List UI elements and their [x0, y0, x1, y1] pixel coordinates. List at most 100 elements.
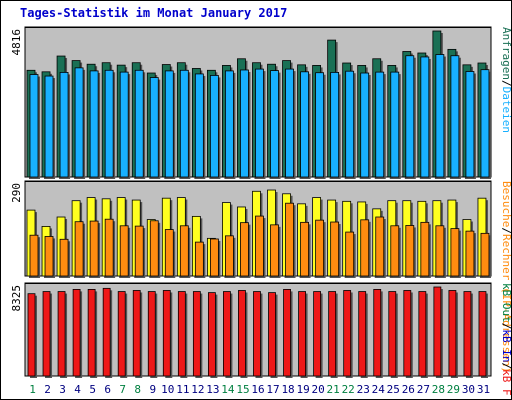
visits-bar-besuche-29: [450, 228, 461, 278]
traffic-side-legend: kB Out/kB In/kB F: [500, 283, 512, 396]
requests-bar-dateien-6: [104, 69, 116, 179]
requests-bar-dateien-9: [149, 77, 161, 179]
x-tick-label-9: 9: [149, 383, 156, 396]
x-tick-label-29: 29: [447, 383, 460, 396]
x-tick-label-10: 10: [161, 383, 174, 396]
x-tick-label-30: 30: [462, 383, 475, 396]
traffic-bar-kb-12: [192, 291, 203, 378]
traffic-bar-kb-24: [373, 289, 383, 378]
traffic-bar-kb-19: [298, 291, 308, 378]
chart-title: Tages-Statistik im Monat January 2017: [20, 6, 288, 20]
traffic-bar-kb-11: [177, 291, 188, 378]
requests-bar-dateien-22: [345, 70, 356, 179]
x-tick-label-31: 31: [477, 383, 490, 396]
visits-bar-besuche-3: [59, 238, 71, 278]
requests-bar-dateien-16: [255, 68, 266, 179]
requests-bar-dateien-7: [119, 71, 131, 179]
requests-bar-dateien-5: [89, 70, 101, 179]
x-tick-label-27: 27: [417, 383, 430, 396]
requests-bar-dateien-19: [300, 71, 311, 179]
traffic-bar-kb-10: [162, 290, 173, 378]
requests-bar-dateien-1: [29, 74, 40, 179]
x-tick-label-28: 28: [432, 383, 445, 396]
traffic-bar-kb-20: [313, 291, 323, 378]
requests-bar-dateien-17: [270, 70, 281, 179]
requests-bar-dateien-31: [480, 69, 491, 179]
x-tick-label-16: 16: [251, 383, 264, 396]
requests-bar-dateien-18: [285, 68, 296, 179]
x-tick-label-5: 5: [89, 383, 96, 396]
requests-bar-dateien-28: [435, 54, 446, 179]
requests-bar-dateien-8: [134, 69, 146, 179]
traffic-bar-kb-29: [448, 290, 458, 378]
visits-bar-besuche-24: [375, 216, 386, 278]
traffic-ymax-label: 8325: [10, 285, 23, 312]
visits-bar-besuche-22: [345, 231, 356, 278]
requests-bar-dateien-27: [420, 56, 431, 179]
traffic-bar-kb-22: [343, 290, 353, 378]
x-tick-label-21: 21: [327, 383, 340, 396]
visits-bar-besuche-21: [330, 221, 341, 278]
traffic-side-legend-part: kB In: [500, 329, 512, 362]
requests-side-legend-part: Anfragen: [500, 27, 512, 80]
requests-bar-dateien-30: [465, 71, 476, 179]
requests-bar-dateien-12: [194, 73, 206, 179]
traffic-bar-kb-15: [238, 290, 248, 378]
visits-bar-besuche-25: [390, 225, 401, 278]
requests-side-legend-part: Dateien: [500, 87, 512, 133]
requests-bar-dateien-11: [179, 69, 191, 179]
requests-bar-dateien-13: [209, 75, 221, 179]
visits-bar-besuche-8: [134, 225, 146, 278]
requests-bar-dateien-2: [44, 75, 56, 179]
x-tick-label-26: 26: [402, 383, 415, 396]
x-tick-label-6: 6: [104, 383, 111, 396]
x-tick-label-8: 8: [134, 383, 141, 396]
requests-bar-dateien-14: [225, 70, 236, 179]
traffic-bar-kb-31: [478, 291, 488, 378]
visits-side-legend-part: Besuche: [500, 181, 512, 227]
requests-side-legend: Anfragen/Dateien: [500, 27, 512, 133]
visits-bar-besuche-10: [164, 229, 176, 278]
visits-bar-besuche-4: [74, 221, 86, 278]
traffic-bar-kb-26: [403, 290, 413, 378]
visits-bar-besuche-12: [194, 241, 206, 278]
visits-bar-besuche-30: [465, 230, 476, 278]
traffic-bar-kb-14: [223, 291, 233, 378]
visits-ymax-label: 290: [10, 183, 23, 203]
requests-bar-dateien-10: [164, 70, 176, 179]
traffic-bar-kb-7: [117, 291, 128, 378]
visits-bar-besuche-28: [435, 225, 446, 278]
traffic-bar-kb-27: [418, 291, 428, 378]
requests-bar-dateien-20: [315, 72, 326, 179]
x-tick-label-22: 22: [342, 383, 355, 396]
visits-bar-besuche-19: [300, 221, 311, 278]
traffic-bar-kb-13: [207, 292, 218, 378]
x-tick-label-1: 1: [29, 383, 36, 396]
visits-bar-besuche-13: [209, 238, 221, 278]
requests-bar-dateien-25: [390, 71, 401, 179]
traffic-bar-kb-16: [253, 291, 263, 378]
traffic-bar-kb-6: [102, 287, 113, 378]
x-tick-label-4: 4: [74, 383, 81, 396]
requests-bar-dateien-24: [375, 71, 386, 179]
x-tick-label-14: 14: [221, 383, 235, 396]
traffic-bar-kb-18: [283, 289, 293, 378]
traffic-bar-kb-28: [433, 286, 443, 378]
traffic-bar-kb-3: [57, 291, 68, 378]
x-tick-label-2: 2: [44, 383, 51, 396]
traffic-side-legend-part: /: [500, 363, 512, 370]
visits-bar-besuche-6: [104, 218, 116, 278]
requests-bar-dateien-29: [450, 55, 461, 179]
visits-bar-besuche-14: [225, 235, 236, 278]
x-tick-label-18: 18: [281, 383, 294, 396]
requests-bar-dateien-15: [240, 69, 251, 179]
x-tick-label-12: 12: [191, 383, 204, 396]
visits-bar-besuche-20: [315, 219, 326, 278]
traffic-bar-kb-9: [147, 291, 158, 378]
traffic-bar-kb-2: [42, 291, 53, 378]
traffic-bar-kb-25: [388, 291, 398, 378]
x-tick-label-15: 15: [236, 383, 249, 396]
traffic-bar-kb-17: [268, 292, 278, 378]
visits-bar-besuche-7: [119, 225, 131, 278]
